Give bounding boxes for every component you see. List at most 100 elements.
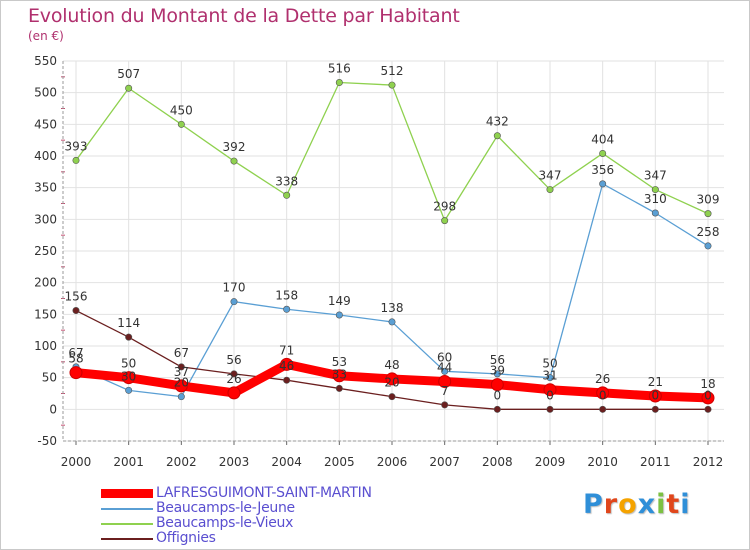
data-point [493,405,501,413]
data-point [283,305,291,313]
legend-swatch [101,508,153,510]
chart-unit-label: (en €) [28,29,64,43]
data-point [280,357,294,371]
data-point [599,405,607,413]
data-label: 44 [437,360,452,374]
data-label: 338 [275,174,298,188]
data-point [177,363,185,371]
data-label: 432 [486,115,509,129]
data-point [332,369,346,383]
data-label: 20 [384,376,399,390]
x-tick-label: 2002 [166,455,197,469]
data-label: 516 [328,62,351,76]
x-tick-label: 2001 [113,455,144,469]
data-label: 393 [65,139,88,153]
data-label: 53 [332,355,347,369]
series-layer [69,79,715,413]
data-point [230,157,238,165]
y-tick-label: 0 [49,402,57,416]
x-tick-label: 2007 [429,455,460,469]
x-tick-label: 2003 [219,455,250,469]
data-point [490,378,504,392]
data-label: 50 [542,357,557,371]
data-point [546,186,554,194]
data-point [122,371,136,385]
data-label: 149 [328,294,351,308]
data-point [335,311,343,319]
data-label: 392 [223,140,246,154]
data-label: 404 [591,132,614,146]
data-label: 512 [381,64,404,78]
data-label: 71 [279,343,294,357]
data-label: 356 [591,163,614,177]
legend-label: Offignies [156,530,216,546]
data-label: 48 [384,358,399,372]
x-tick-label: 2006 [377,455,408,469]
legend-item: LAFRESGUIMONT-SAINT-MARTIN [101,485,461,501]
data-label: 46 [279,359,294,373]
legend-label: Beaucamps-le-Jeune [156,500,295,516]
data-point [493,370,501,378]
data-point [227,386,241,400]
x-tick-label: 2008 [482,455,513,469]
data-label: 0 [652,388,660,402]
legend-swatch [101,538,153,540]
data-label: 347 [539,169,562,183]
data-label: 67 [174,346,189,360]
data-label: 26 [226,372,241,386]
x-tick-label: 2000 [61,455,92,469]
data-label: 310 [644,192,667,206]
data-label: 21 [648,375,663,389]
data-label: 138 [381,301,404,315]
data-point [388,81,396,89]
data-label: 0 [599,388,607,402]
data-point [335,79,343,87]
data-label: 450 [170,103,193,117]
data-point [72,307,80,315]
data-label: 114 [117,316,140,330]
data-point [441,217,449,225]
data-label: 31 [542,369,557,383]
data-label: 30 [121,369,136,383]
legend-item: Beaucamps-le-Jeune [101,500,461,516]
data-point [125,333,133,341]
data-point [546,374,554,382]
data-label: 170 [223,281,246,295]
y-tick-label: 250 [34,244,57,258]
axis-layer: -500501001502002503003504004505005502000… [34,54,724,469]
data-label: 20 [174,376,189,390]
data-label: 67 [68,346,83,360]
data-label: 37 [174,365,189,379]
x-tick-label: 2010 [587,455,618,469]
data-label: 309 [697,193,720,207]
data-label: 18 [700,377,715,391]
data-point [651,186,659,194]
logo-letter: i [656,489,667,520]
data-point [230,298,238,306]
logo-letter: x [637,489,657,520]
data-point [599,149,607,157]
data-point [174,379,188,393]
data-label: 7 [441,384,449,398]
data-point [599,180,607,188]
data-point [177,393,185,401]
data-point [283,376,291,384]
logo-letter: o [618,489,638,520]
y-tick-label: 400 [34,149,57,163]
x-tick-label: 2004 [271,455,302,469]
logo-letter: i [680,489,691,520]
x-tick-label: 2011 [640,455,671,469]
data-point [493,132,501,140]
logo-letter: r [603,489,619,520]
legend-label: LAFRESGUIMONT-SAINT-MARTIN [156,485,372,501]
data-point [335,384,343,392]
y-tick-label: 450 [34,117,57,131]
data-label: 298 [433,200,456,214]
legend-label: Beaucamps-le-Vieux [156,515,294,531]
data-point [704,210,712,218]
data-label: 258 [697,225,720,239]
data-label: 56 [490,353,505,367]
y-tick-label: 100 [34,339,57,353]
